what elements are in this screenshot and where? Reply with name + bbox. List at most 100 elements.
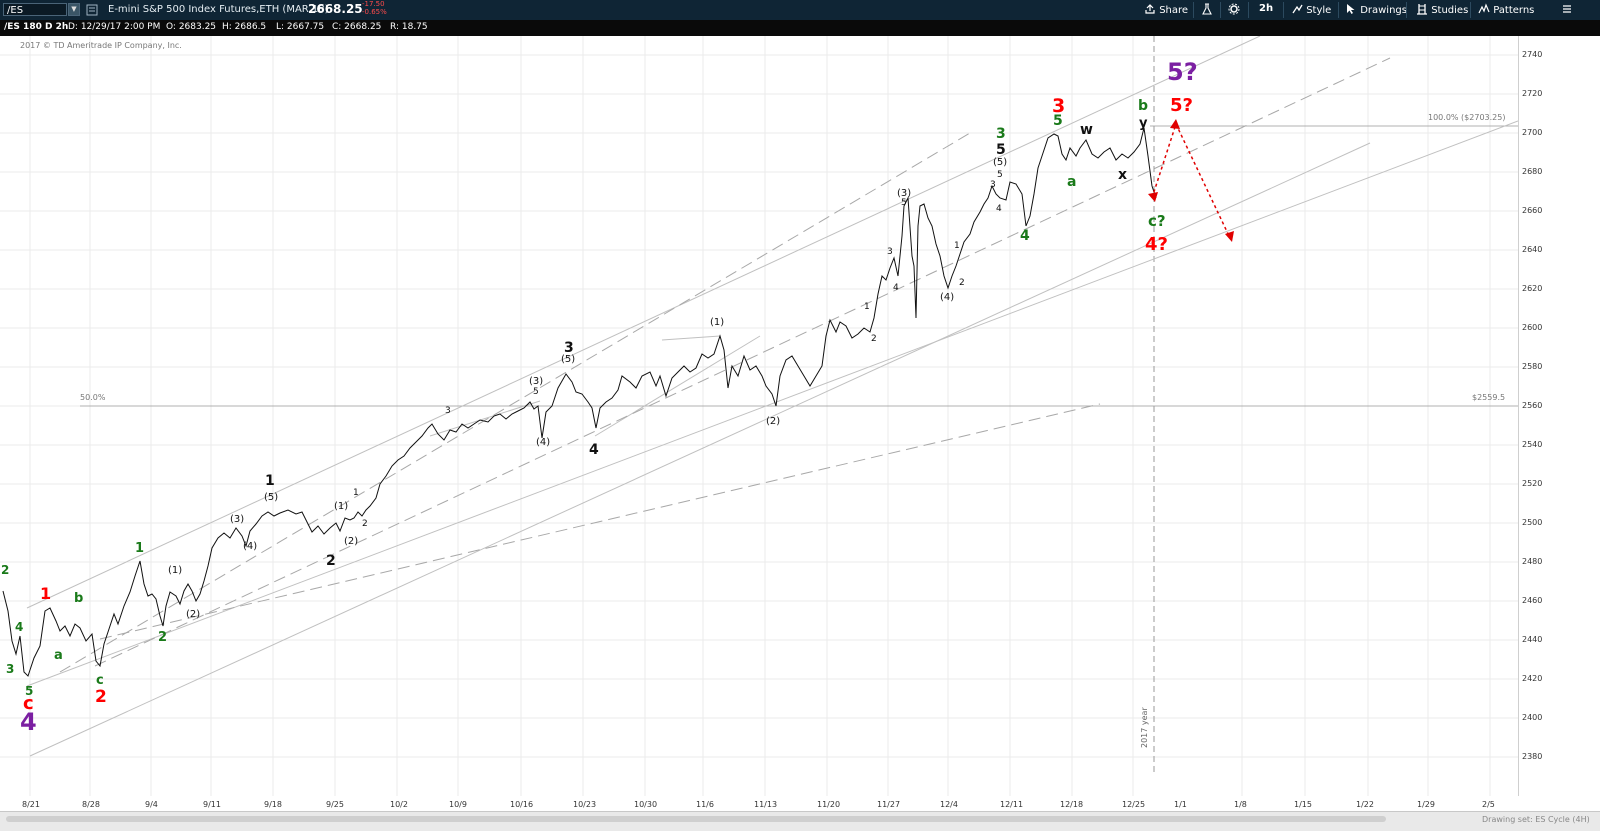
- wave-label: c?: [1148, 212, 1166, 230]
- date-tick: 9/11: [203, 800, 221, 809]
- date-tick: 10/9: [449, 800, 467, 809]
- wave-label: (5): [264, 492, 279, 503]
- drawing-set-label: Drawing set: ES Cycle (4H): [1482, 815, 1590, 824]
- style-button[interactable]: Style: [1291, 3, 1331, 16]
- wave-label: 3: [1052, 95, 1066, 117]
- price-tick: 2560: [1522, 401, 1543, 410]
- wave-label: (1): [334, 501, 349, 512]
- wave-label: b: [1138, 98, 1149, 114]
- price-change-abs: -17.50: [362, 0, 385, 8]
- date-tick: 9/25: [326, 800, 344, 809]
- price-tick: 2480: [1522, 557, 1543, 566]
- wave-label: (2): [766, 416, 781, 427]
- price-axis: [1518, 36, 1600, 796]
- price-chart[interactable]: [0, 36, 1518, 796]
- price-tick: 2640: [1522, 245, 1543, 254]
- wave-label: 4: [996, 204, 1002, 214]
- price-change-pct: -0.65%: [362, 8, 387, 16]
- wave-label: (1): [168, 565, 183, 576]
- wave-label: 5?: [1167, 58, 1198, 86]
- wave-label: (4): [243, 541, 258, 552]
- wave-label: 3: [887, 247, 893, 257]
- bar-low: L: 2667.75: [276, 22, 325, 32]
- date-tick: 10/16: [510, 800, 534, 809]
- fib-100-label: 100.0% ($2703.25): [1428, 113, 1506, 122]
- channel-lines: [26, 36, 1518, 757]
- wave-label: 4?: [1145, 234, 1168, 255]
- wave-label: w: [1080, 122, 1093, 138]
- date-tick: 1/15: [1294, 800, 1312, 809]
- date-tick: 8/21: [22, 800, 40, 809]
- studies-label: Studies: [1431, 5, 1469, 16]
- date-tick: 10/23: [573, 800, 597, 809]
- wave-label: (5): [561, 354, 576, 365]
- wave-label: 4: [15, 620, 24, 634]
- date-tick: 11/6: [696, 800, 714, 809]
- bar-range: R: 18.75: [390, 22, 428, 32]
- symbol-dropdown-icon[interactable]: ▼: [68, 3, 80, 16]
- price-tick: 2600: [1522, 323, 1543, 332]
- date-tick: 12/11: [1000, 800, 1024, 809]
- interval-button[interactable]: 2h: [1259, 3, 1274, 14]
- symbol-input[interactable]: /ES: [3, 3, 67, 16]
- price-tick: 2740: [1522, 50, 1543, 59]
- style-icon: [1292, 4, 1303, 14]
- bar-open: O: 2683.25: [166, 22, 217, 32]
- flask-button[interactable]: [1201, 3, 1213, 18]
- price-tick: 2440: [1522, 635, 1543, 644]
- wave-label: (4): [940, 292, 955, 303]
- bar-high: H: 2686.5: [222, 22, 267, 32]
- more-menu-button[interactable]: [1562, 3, 1572, 18]
- patterns-button[interactable]: Patterns: [1478, 3, 1534, 16]
- wave-label: x: [1118, 167, 1128, 183]
- date-tick: 11/27: [877, 800, 901, 809]
- date-tick: 9/18: [264, 800, 282, 809]
- date-tick: 10/2: [390, 800, 408, 809]
- fib-50-label: 50.0%: [80, 393, 106, 402]
- symbol-menu-icon[interactable]: [86, 4, 98, 16]
- wave-label: (2): [344, 536, 359, 547]
- price-tick: 2620: [1522, 284, 1543, 293]
- date-tick: 12/18: [1060, 800, 1084, 809]
- drawings-button[interactable]: Drawings: [1345, 3, 1407, 16]
- drawings-label: Drawings: [1360, 5, 1407, 16]
- wave-label: (3): [897, 188, 912, 199]
- price-tick: 2400: [1522, 713, 1543, 722]
- wave-label: 5: [25, 684, 34, 698]
- patterns-label: Patterns: [1493, 5, 1535, 16]
- wave-label: 3: [6, 662, 15, 676]
- wave-label: 4: [20, 708, 37, 736]
- price-tick: 2660: [1522, 206, 1543, 215]
- settings-button[interactable]: [1228, 3, 1240, 18]
- date-tick: 10/30: [634, 800, 658, 809]
- studies-button[interactable]: Studies: [1416, 3, 1468, 16]
- price-tick: 2580: [1522, 362, 1543, 371]
- wave-label: 5: [901, 198, 907, 208]
- date-tick: 2/5: [1482, 800, 1495, 809]
- date-tick: 1/29: [1417, 800, 1435, 809]
- bar-close: C: 2668.25: [332, 22, 382, 32]
- scroll-thumb[interactable]: [6, 816, 1386, 822]
- price-tick: 2520: [1522, 479, 1543, 488]
- share-label: Share: [1159, 5, 1189, 16]
- menu-icon: [1563, 5, 1571, 13]
- wave-label: 5: [533, 387, 539, 397]
- date-tick: 1/22: [1356, 800, 1374, 809]
- share-button[interactable]: Share: [1144, 3, 1188, 16]
- wave-label: 1: [353, 488, 359, 498]
- wave-label: 1: [40, 584, 52, 603]
- price-tick: 2420: [1522, 674, 1543, 683]
- wave-label: 2: [871, 334, 877, 344]
- flask-icon: [1202, 3, 1212, 15]
- gear-icon: [1228, 3, 1240, 15]
- price-tick: 2380: [1522, 752, 1543, 761]
- wave-label: 2: [95, 687, 107, 707]
- date-tick: 11/20: [817, 800, 841, 809]
- wave-label: 3: [990, 180, 996, 190]
- wave-label: 3: [996, 126, 1006, 142]
- wave-label: 5?: [1170, 95, 1193, 116]
- wave-label: b: [74, 591, 84, 606]
- wave-label: c: [23, 693, 34, 714]
- patterns-icon: [1478, 3, 1490, 14]
- date-tick: 8/28: [82, 800, 100, 809]
